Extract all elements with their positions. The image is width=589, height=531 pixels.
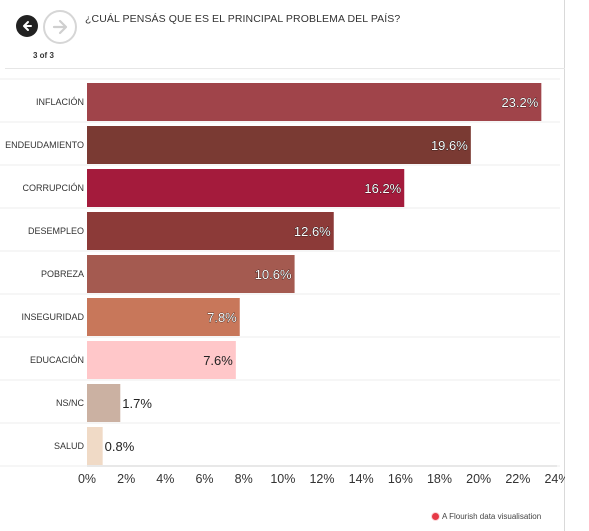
bar — [87, 341, 236, 379]
previous-slide-button[interactable] — [16, 15, 38, 37]
bar — [87, 384, 121, 422]
x-tick-label: 24% — [544, 472, 565, 486]
flourish-credit-text: A Flourish data visualisation — [442, 512, 542, 521]
x-tick-label: 10% — [270, 472, 295, 486]
x-tick-label: 6% — [195, 472, 213, 486]
x-tick-label: 22% — [505, 472, 530, 486]
bar-chart: INFLACIÓN 23.2% ENDEUDAMIENTO 19.6% CORRUPCI… — [0, 78, 565, 486]
flourish-credit[interactable]: A Flourish data visualisation — [432, 512, 541, 521]
category-label: NS/NC — [56, 398, 85, 408]
chart-title: ¿CUÁL PENSÁS QUE ES EL PRINCIPAL PROBLEM… — [85, 13, 401, 25]
value-label: 7.6% — [203, 353, 233, 368]
value-label: 10.6% — [255, 267, 292, 282]
value-label: 0.8% — [105, 439, 135, 454]
value-label: 19.6% — [431, 138, 468, 153]
category-label: DESEMPLEO — [28, 226, 84, 236]
x-tick-label: 18% — [427, 472, 452, 486]
x-tick-label: 12% — [309, 472, 334, 486]
value-label: 12.6% — [294, 224, 331, 239]
category-label: INSEGURIDAD — [21, 312, 84, 322]
bar — [87, 169, 405, 207]
x-tick-label: 2% — [117, 472, 135, 486]
slide-counter: 3 of 3 — [33, 51, 54, 60]
x-tick-label: 14% — [349, 472, 374, 486]
value-label: 23.2% — [501, 95, 538, 110]
bar — [87, 255, 295, 293]
category-label: ENDEUDAMIENTO — [5, 140, 84, 150]
frame-edge — [564, 0, 565, 531]
x-tick-label: 8% — [235, 472, 253, 486]
category-label: INFLACIÓN — [36, 97, 84, 107]
category-label: POBREZA — [41, 269, 84, 279]
bar — [87, 298, 240, 336]
bar — [87, 212, 334, 250]
x-tick-label: 16% — [388, 472, 413, 486]
x-tick-label: 20% — [466, 472, 491, 486]
value-label: 16.2% — [364, 181, 401, 196]
category-label: CORRUPCIÓN — [22, 183, 84, 193]
bar — [87, 126, 471, 164]
bar — [87, 427, 103, 465]
value-label: 7.8% — [207, 310, 237, 325]
x-tick-label: 0% — [78, 472, 96, 486]
bar — [87, 83, 542, 121]
category-label: EDUCACIÓN — [30, 355, 84, 365]
next-slide-button[interactable] — [43, 10, 77, 44]
x-tick-label: 4% — [156, 472, 174, 486]
arrow-right-icon — [52, 19, 68, 35]
arrow-left-icon — [23, 21, 32, 31]
header-divider — [5, 68, 565, 69]
flourish-logo-icon — [432, 513, 439, 520]
value-label: 1.7% — [122, 396, 152, 411]
category-label: SALUD — [54, 441, 85, 451]
